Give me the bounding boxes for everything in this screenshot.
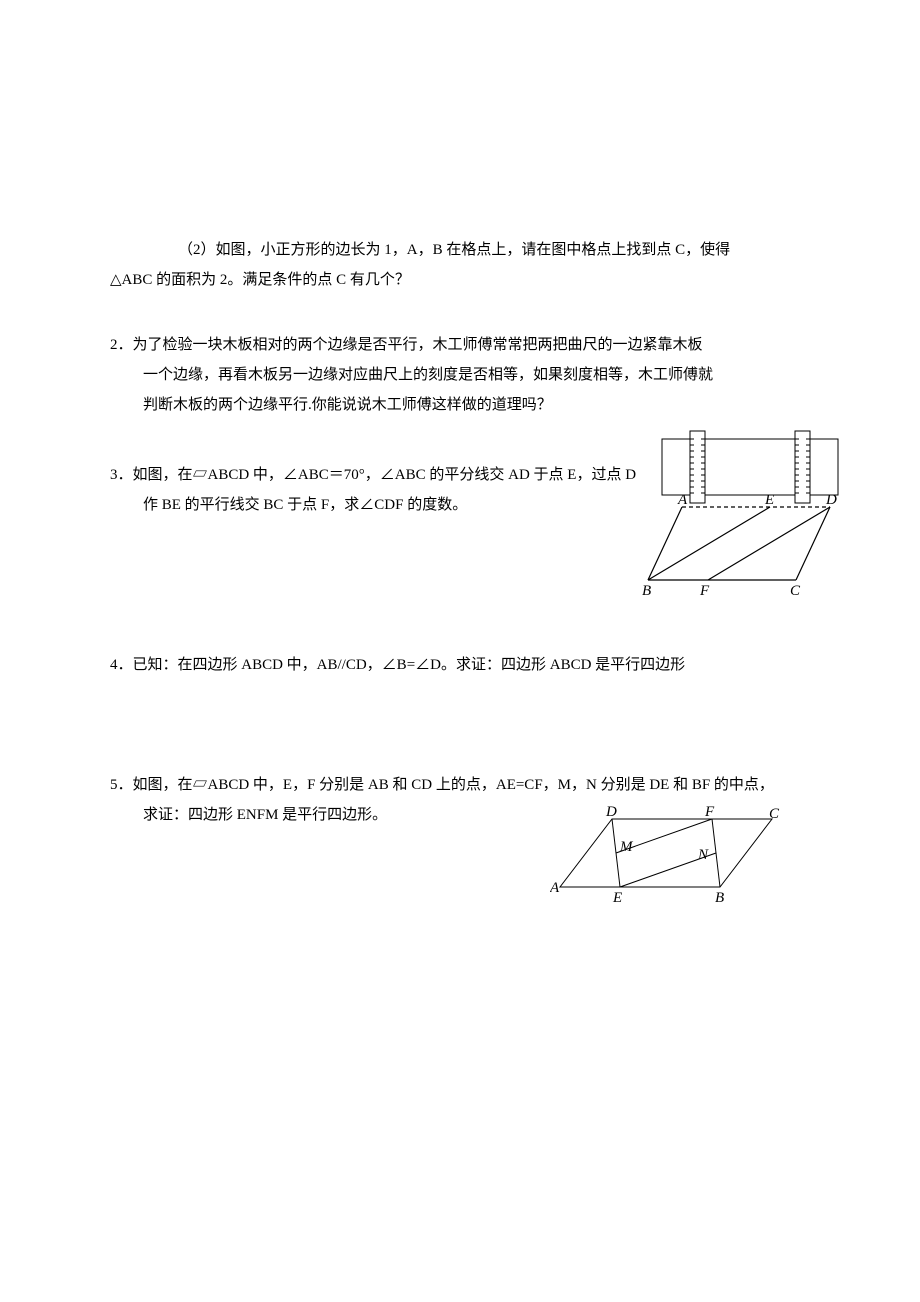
label-A: A [677,492,688,508]
text-line: 5．如图，在▱ABCD 中，E，F 分别是 AB 和 CD 上的点，AE=CF，… [110,770,810,800]
label-C: C [790,583,801,599]
label-B: B [642,583,651,599]
problem-5: 5．如图，在▱ABCD 中，E，F 分别是 AB 和 CD 上的点，AE=CF，… [110,770,810,830]
label-D: D [605,804,617,820]
problem-4: 4．已知：在四边形 ABCD 中，AB//CD，∠B=∠D。求证：四边形 ABC… [110,650,810,680]
label-F: F [699,583,710,599]
label-N: N [697,847,709,863]
text-line: （2）如图，小正方形的边长为 1，A，B 在格点上，请在图中格点上找到点 C，使… [110,235,810,265]
problem-text: 2．为了检验一块木板相对的两个边缘是否平行，木工师傅常常把两把曲尺的一边紧靠木板… [110,330,810,420]
text-line: △ABC 的面积为 2。满足条件的点 C 有几个？ [110,265,810,295]
label-M: M [619,839,634,855]
label-F: F [704,804,715,820]
label-E: E [764,492,774,508]
text-line: 判断木板的两个边缘平行.你能说说木工师傅这样做的道理吗？ [110,390,810,420]
label-B: B [715,890,724,904]
text-line: 4．已知：在四边形 ABCD 中，AB//CD，∠B=∠D。求证：四边形 ABC… [110,650,810,680]
problem-3: 3．如图，在▱ABCD 中，∠ABC＝70°，∠ABC 的平分线交 AD 于点 … [110,460,810,520]
parallelogram-enfm-figure: D F C A E B M N [550,804,780,904]
text-line: 2．为了检验一块木板相对的两个边缘是否平行，木工师傅常常把两把曲尺的一边紧靠木板 [110,330,810,360]
problem-text: 4．已知：在四边形 ABCD 中，AB//CD，∠B=∠D。求证：四边形 ABC… [110,650,810,680]
problem-sub-2: （2）如图，小正方形的边长为 1，A，B 在格点上，请在图中格点上找到点 C，使… [110,235,810,295]
parallelogram-aebfcd-figure: A E D B F C [640,492,840,602]
text-line: 作 BE 的平行线交 BC 于点 F，求∠CDF 的度数。 [110,490,680,520]
label-A: A [550,880,560,896]
problem-text: （2）如图，小正方形的边长为 1，A，B 在格点上，请在图中格点上找到点 C，使… [110,235,810,295]
label-C: C [769,806,780,822]
label-D: D [825,492,837,508]
problem-2: 2．为了检验一块木板相对的两个边缘是否平行，木工师傅常常把两把曲尺的一边紧靠木板… [110,330,810,420]
text-line: 一个边缘，再看木板另一边缘对应曲尺上的刻度是否相等，如果刻度相等，木工师傅就 [110,360,810,390]
label-E: E [612,890,622,904]
text-line: 3．如图，在▱ABCD 中，∠ABC＝70°，∠ABC 的平分线交 AD 于点 … [110,460,680,490]
